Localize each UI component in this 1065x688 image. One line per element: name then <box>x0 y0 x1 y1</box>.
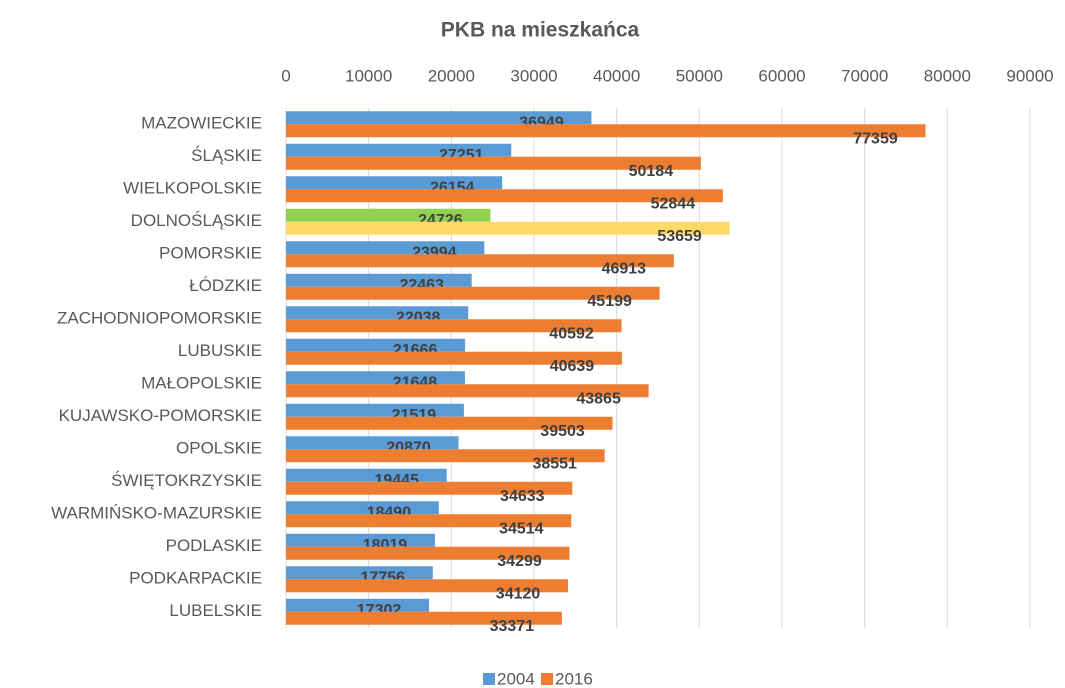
data-label: 34120 <box>496 585 541 602</box>
x-tick-label: 80000 <box>924 66 971 85</box>
bar <box>286 143 512 157</box>
x-tick-label: 20000 <box>428 66 475 85</box>
y-tick-label: OPOLSKIE <box>176 439 262 458</box>
y-tick-label: LUBUSKIE <box>178 341 262 360</box>
x-tick-label: 60000 <box>758 66 805 85</box>
y-tick-label: ŁÓDZKIE <box>189 276 262 295</box>
data-label: 40639 <box>550 358 595 375</box>
bar <box>286 176 503 190</box>
bar <box>286 319 622 333</box>
y-tick-label: POMORSKIE <box>159 244 262 263</box>
data-label: 34514 <box>499 520 544 537</box>
data-label: 38551 <box>532 455 577 472</box>
x-tick-label: 0 <box>281 66 290 85</box>
bar <box>286 306 469 320</box>
data-label: 33371 <box>490 618 535 635</box>
y-tick-label: KUJAWSKO-POMORSKIE <box>59 406 262 425</box>
bar <box>286 403 464 417</box>
data-label: 46913 <box>602 260 647 277</box>
x-tick-label: 10000 <box>345 66 392 85</box>
legend-swatch <box>541 673 553 685</box>
y-tick-label: ŚLĄSKIE <box>191 146 262 165</box>
bar <box>286 436 459 450</box>
y-tick-label: ZACHODNIOPOMORSKIE <box>57 309 262 328</box>
bar <box>286 566 433 580</box>
x-tick-label: 30000 <box>510 66 557 85</box>
bar <box>286 546 570 560</box>
y-tick-label: MAŁOPOLSKIE <box>141 374 262 393</box>
y-tick-label: WARMIŃSKO-MAZURSKIE <box>51 504 262 523</box>
data-label: 39503 <box>540 423 585 440</box>
chart-title: PKB na mieszkańca <box>441 19 640 42</box>
bar <box>286 338 466 352</box>
bar <box>286 514 572 528</box>
data-label: 43865 <box>576 390 621 407</box>
x-tick-label: 50000 <box>676 66 723 85</box>
bar <box>286 189 723 203</box>
bar <box>286 384 649 398</box>
bar <box>286 111 592 125</box>
x-tick-label: 40000 <box>593 66 640 85</box>
bar <box>286 371 465 385</box>
bar <box>286 351 622 365</box>
data-label: 77359 <box>853 130 898 147</box>
bar <box>286 221 730 235</box>
data-label: 34633 <box>500 488 545 505</box>
data-label: 50184 <box>629 163 674 180</box>
x-tick-label: 90000 <box>1006 66 1053 85</box>
y-tick-label: ŚWIĘTOKRZYSKIE <box>111 471 262 490</box>
bar <box>286 124 926 138</box>
data-label: 53659 <box>657 228 702 245</box>
data-label: 40592 <box>549 325 594 342</box>
y-tick-label: PODKARPACKIE <box>129 569 262 588</box>
data-label: 52844 <box>651 195 696 212</box>
bar <box>286 501 439 515</box>
bar <box>286 156 701 170</box>
bar <box>286 598 430 612</box>
bar <box>286 449 605 463</box>
bar <box>286 611 562 625</box>
data-label: 34299 <box>497 553 542 570</box>
legend-label: 2016 <box>555 669 593 688</box>
y-tick-label: LUBELSKIE <box>169 601 262 620</box>
y-tick-label: DOLNOŚLĄSKIE <box>131 211 262 230</box>
bar <box>286 468 447 482</box>
bar <box>286 533 435 547</box>
data-label: 45199 <box>587 293 632 310</box>
bar <box>286 481 573 495</box>
y-tick-label: MAZOWIECKIE <box>141 114 262 133</box>
legend-swatch <box>483 673 495 685</box>
y-tick-label: WIELKOPOLSKIE <box>123 179 262 198</box>
bar <box>286 416 613 430</box>
x-tick-label: 70000 <box>841 66 888 85</box>
bar <box>286 254 674 268</box>
bar <box>286 273 472 287</box>
legend-label: 2004 <box>497 669 535 688</box>
bar <box>286 208 491 222</box>
y-tick-label: PODLASKIE <box>166 536 262 555</box>
bar <box>286 579 569 593</box>
bar <box>286 286 660 300</box>
bar <box>286 241 485 255</box>
